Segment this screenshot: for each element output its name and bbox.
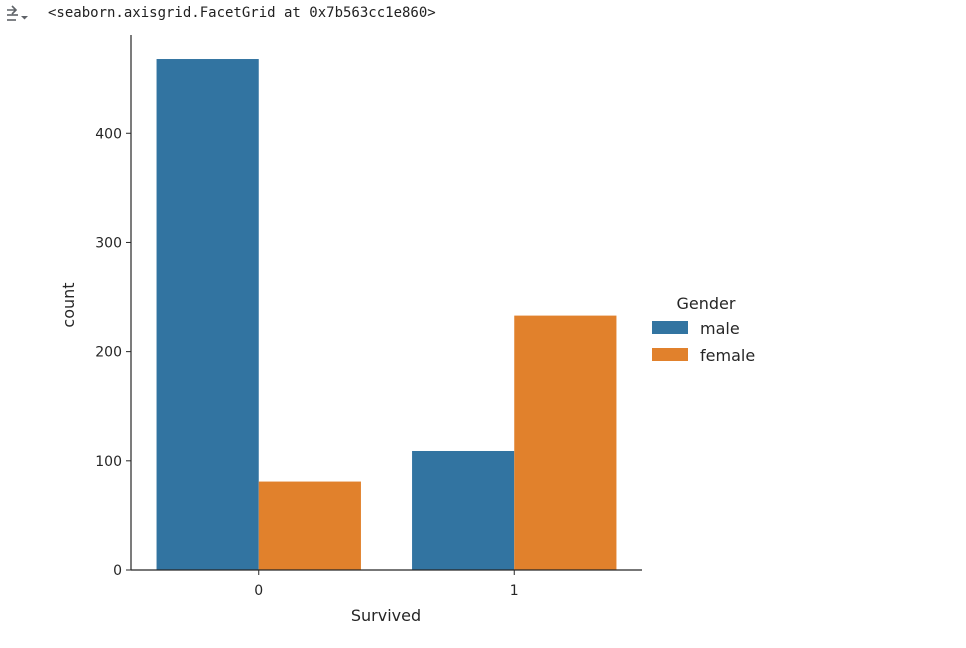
bar-male-1 — [412, 450, 515, 570]
y-tick-label: 200 — [95, 345, 122, 361]
legend: Gender male female — [652, 294, 755, 365]
x-tick-label: 1 — [510, 583, 519, 599]
legend-items: male female — [652, 319, 755, 365]
bar-female-0 — [258, 481, 361, 570]
legend-title: Gender — [677, 294, 736, 313]
legend-label-female: female — [700, 346, 755, 365]
y-tick-label: 100 — [95, 454, 122, 470]
output-repr-text: <seaborn.axisgrid.FacetGrid at 0x7b563cc… — [48, 5, 436, 21]
y-tick-label: 300 — [95, 235, 122, 251]
output-toggle-button[interactable] — [4, 4, 32, 26]
x-tick-label: 0 — [254, 583, 263, 599]
legend-swatch-female — [652, 348, 688, 361]
legend-swatch-male — [652, 321, 688, 334]
y-ticks-group: 0 100 200 300 400 — [95, 126, 131, 579]
y-tick-label: 0 — [113, 563, 122, 579]
output-collapse-icon — [7, 5, 28, 21]
bar-female-1 — [514, 315, 617, 570]
bar-male-0 — [156, 59, 259, 570]
x-axis-label: Survived — [351, 606, 421, 625]
legend-label-male: male — [700, 319, 740, 338]
bars-group — [156, 59, 617, 570]
y-axis-label: count — [59, 282, 78, 327]
y-tick-label: 400 — [95, 126, 122, 142]
